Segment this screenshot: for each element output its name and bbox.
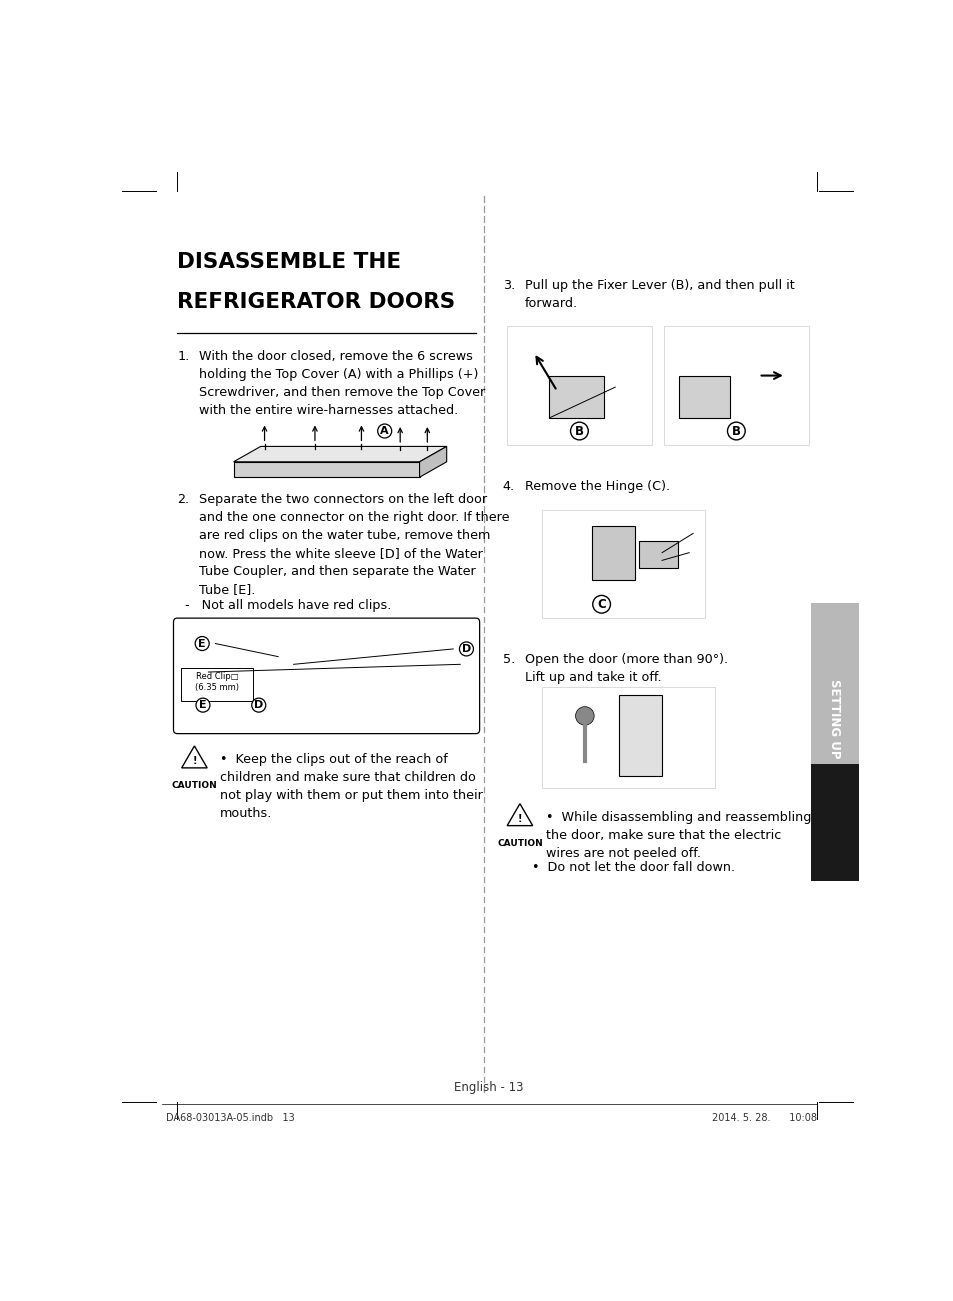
Text: Open the door (more than 90°).
Lift up and take it off.: Open the door (more than 90°). Lift up a… [524, 653, 727, 684]
Text: 5.: 5. [502, 653, 515, 666]
Bar [618, 695, 661, 775]
Text: Pull up the Fixer Lever (B), and then pull it
forward.: Pull up the Fixer Lever (B), and then pu… [524, 280, 794, 311]
Text: !: ! [192, 756, 196, 766]
Text: Separate the two connectors on the left door
and the one connector on the right : Separate the two connectors on the left … [199, 493, 509, 596]
Polygon shape [233, 462, 419, 477]
Text: •  While disassembling and reassembling
the door, make sure that the electric
wi: • While disassembling and reassembling t… [545, 811, 810, 860]
Text: D: D [461, 644, 471, 654]
Text: English - 13: English - 13 [454, 1081, 523, 1094]
Text: 3.: 3. [502, 280, 515, 293]
Text: Red Clip□
(6.35 mm): Red Clip□ (6.35 mm) [194, 673, 238, 692]
Polygon shape [181, 745, 207, 768]
Text: B: B [575, 424, 583, 437]
FancyBboxPatch shape [181, 669, 253, 700]
Bar [663, 325, 808, 445]
Text: •  Keep the clips out of the reach of
children and make sure that children do
no: • Keep the clips out of the reach of chi… [220, 753, 482, 820]
Bar [506, 325, 652, 445]
Text: !: ! [517, 814, 521, 824]
Bar [810, 604, 858, 764]
Text: 1.: 1. [177, 350, 190, 363]
Text: DA68-03013A-05.indb   13: DA68-03013A-05.indb 13 [166, 1114, 294, 1123]
Text: B: B [731, 424, 740, 437]
Text: CAUTION: CAUTION [497, 839, 542, 848]
Text: REFRIGERATOR DOORS: REFRIGERATOR DOORS [177, 293, 456, 312]
Text: CAUTION: CAUTION [172, 782, 217, 791]
Bar [639, 541, 677, 569]
Text: -   Not all models have red clips.: - Not all models have red clips. [185, 598, 391, 611]
Bar [679, 376, 729, 418]
Polygon shape [507, 804, 532, 826]
Text: E: E [198, 639, 206, 648]
Text: E: E [199, 700, 207, 710]
FancyBboxPatch shape [173, 618, 479, 734]
Text: C: C [597, 597, 605, 610]
Bar [549, 376, 603, 418]
Text: D: D [253, 700, 263, 710]
Polygon shape [233, 446, 446, 462]
Text: 4.: 4. [502, 480, 515, 493]
Text: •  Do not let the door fall down.: • Do not let the door fall down. [532, 861, 735, 874]
Bar [810, 764, 858, 881]
Text: Remove the Hinge (C).: Remove the Hinge (C). [524, 480, 669, 493]
Text: SETTING UP: SETTING UP [827, 679, 841, 758]
Bar [592, 526, 635, 580]
Text: With the door closed, remove the 6 screws
holding the Top Cover (A) with a Phill: With the door closed, remove the 6 screw… [199, 350, 485, 418]
Text: A: A [380, 425, 389, 436]
Bar [541, 687, 714, 787]
Polygon shape [419, 446, 446, 477]
Circle shape [575, 706, 594, 725]
Text: 2.: 2. [177, 493, 190, 506]
Text: 2014. 5. 28.      10:08: 2014. 5. 28. 10:08 [711, 1114, 816, 1123]
Text: DISASSEMBLE THE: DISASSEMBLE THE [177, 252, 401, 272]
Bar [541, 510, 704, 618]
